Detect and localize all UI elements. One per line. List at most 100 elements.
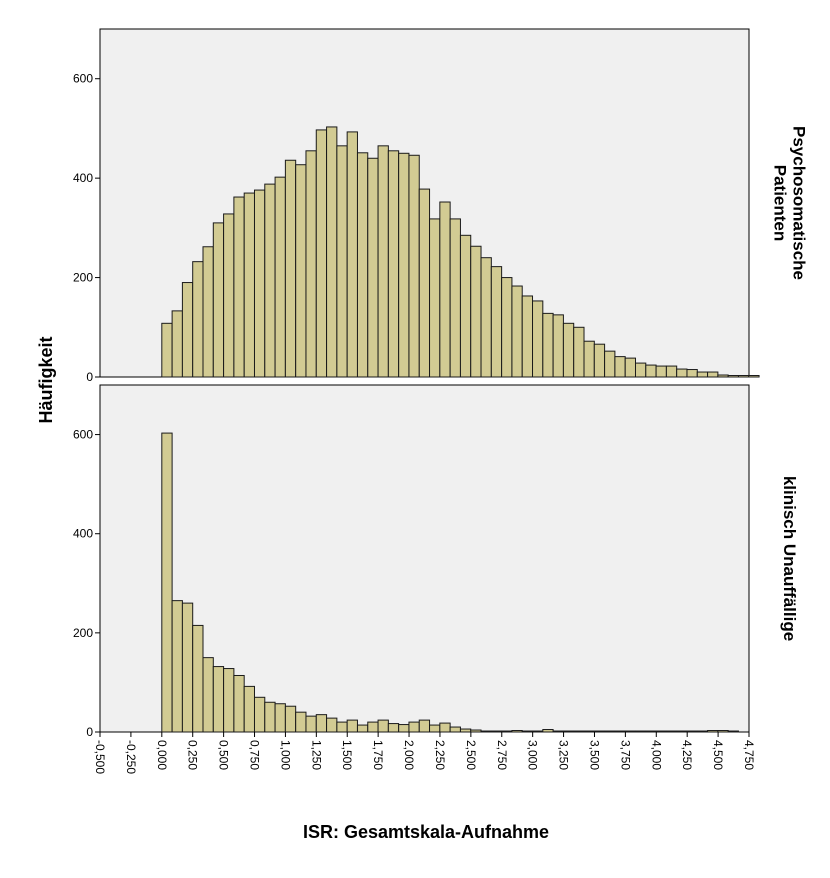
histogram-bar bbox=[274, 703, 286, 733]
histogram-bar bbox=[583, 730, 595, 733]
histogram-bar bbox=[398, 152, 410, 378]
histogram-bar bbox=[387, 723, 400, 733]
histogram-bar bbox=[356, 724, 369, 733]
histogram-bar bbox=[521, 295, 534, 378]
x-tick-label: 0,750 bbox=[248, 740, 262, 770]
histogram-bar bbox=[696, 730, 709, 733]
histogram-bar bbox=[449, 726, 461, 733]
histogram-bar bbox=[501, 730, 513, 733]
x-tick-label: -0,500 bbox=[93, 740, 107, 774]
histogram-bar bbox=[583, 340, 595, 378]
histogram-bar bbox=[233, 196, 245, 378]
x-tick-label: 3,250 bbox=[557, 740, 571, 770]
histogram-bar bbox=[305, 150, 317, 378]
histogram-bar bbox=[573, 326, 585, 378]
histogram-bar bbox=[686, 730, 698, 733]
histogram-bar bbox=[470, 245, 482, 378]
histogram-bar bbox=[717, 730, 729, 733]
histogram-bar bbox=[439, 722, 451, 733]
panel-label-line: klinisch Unauffällige bbox=[780, 476, 799, 641]
histogram-bar bbox=[387, 150, 400, 378]
histogram-bar bbox=[686, 369, 698, 378]
histogram-bar bbox=[624, 357, 637, 378]
x-tick-label: 1,500 bbox=[340, 740, 354, 770]
histogram-bar bbox=[253, 696, 266, 733]
panel-2: 0 200 400 600 klinisch Unauffällige bbox=[73, 384, 799, 739]
histogram-bar bbox=[717, 374, 729, 378]
y-tick-label: 0 bbox=[86, 370, 93, 384]
histogram-bar bbox=[665, 365, 678, 378]
histogram-bar bbox=[202, 246, 214, 378]
histogram-bar bbox=[398, 724, 410, 733]
x-tick-label: 4,500 bbox=[711, 740, 725, 770]
histogram-bar bbox=[532, 300, 544, 378]
histogram-bar bbox=[707, 371, 719, 378]
histogram-bar bbox=[315, 714, 328, 733]
histogram-bar bbox=[212, 222, 225, 378]
histogram-bar bbox=[634, 362, 647, 378]
histogram-bar bbox=[676, 368, 688, 378]
y-tick-label: 600 bbox=[73, 72, 93, 86]
histogram-bar bbox=[459, 234, 472, 378]
histogram-bar bbox=[181, 282, 194, 378]
histogram-bar bbox=[264, 183, 276, 378]
histogram-bar bbox=[171, 310, 183, 378]
histogram-bar bbox=[377, 145, 389, 378]
x-tick-label: 3,000 bbox=[526, 740, 540, 770]
x-tick-label: 0,000 bbox=[155, 740, 169, 770]
panel-label: klinisch Unauffällige bbox=[780, 476, 799, 641]
histogram-bar bbox=[305, 715, 317, 733]
histogram-bar bbox=[655, 365, 667, 378]
histogram-bar bbox=[645, 364, 657, 378]
histogram-bar bbox=[480, 730, 492, 733]
histogram-bar bbox=[470, 729, 482, 733]
histogram-bar bbox=[243, 685, 255, 733]
histogram-bar bbox=[223, 668, 235, 733]
histogram-bar bbox=[253, 189, 266, 378]
histogram-bar bbox=[634, 730, 647, 733]
histogram-bar bbox=[161, 432, 173, 733]
histogram-bar bbox=[480, 257, 492, 378]
y-tick-label: 600 bbox=[73, 428, 93, 442]
histogram-bar bbox=[676, 730, 688, 733]
histogram-bar bbox=[418, 719, 431, 733]
histogram-bar bbox=[562, 322, 575, 378]
histogram-bar bbox=[665, 730, 678, 733]
histogram-bar bbox=[490, 266, 503, 378]
histogram-bar bbox=[511, 730, 523, 733]
y-tick-label: 400 bbox=[73, 171, 93, 185]
histogram-bar bbox=[624, 730, 637, 733]
histogram-bar bbox=[707, 730, 719, 733]
histogram-bar bbox=[161, 322, 173, 378]
x-tick-label: 3,500 bbox=[587, 740, 601, 770]
x-tick-label: 0,500 bbox=[217, 740, 231, 770]
x-tick-label: 4,250 bbox=[680, 740, 694, 770]
histogram-bar bbox=[367, 721, 379, 733]
histogram-bar bbox=[336, 145, 348, 378]
histogram-bar bbox=[449, 218, 461, 378]
histogram-bar bbox=[593, 730, 606, 733]
x-tick-label: 2,250 bbox=[433, 740, 447, 770]
histogram-bar bbox=[727, 375, 739, 378]
y-tick-label: 200 bbox=[73, 626, 93, 640]
histogram-bar bbox=[223, 213, 235, 378]
histogram-bar bbox=[459, 728, 472, 733]
histogram-bar bbox=[367, 157, 379, 378]
histogram-bar bbox=[243, 192, 255, 378]
histogram-bar bbox=[408, 721, 420, 733]
histogram-bar bbox=[181, 602, 194, 733]
x-tick-label: -0,250 bbox=[124, 740, 138, 774]
histogram-bar bbox=[346, 131, 358, 378]
histogram-bar bbox=[336, 721, 348, 733]
histogram-bar bbox=[562, 730, 575, 733]
x-tick-label: 4,750 bbox=[742, 740, 756, 770]
y-tick-label: 0 bbox=[86, 725, 93, 739]
panel-label-line: Patienten bbox=[771, 165, 790, 242]
histogram-bar bbox=[501, 277, 513, 378]
histogram-bar bbox=[645, 730, 657, 733]
histogram-bar bbox=[604, 730, 616, 733]
histogram-bar bbox=[532, 730, 544, 733]
